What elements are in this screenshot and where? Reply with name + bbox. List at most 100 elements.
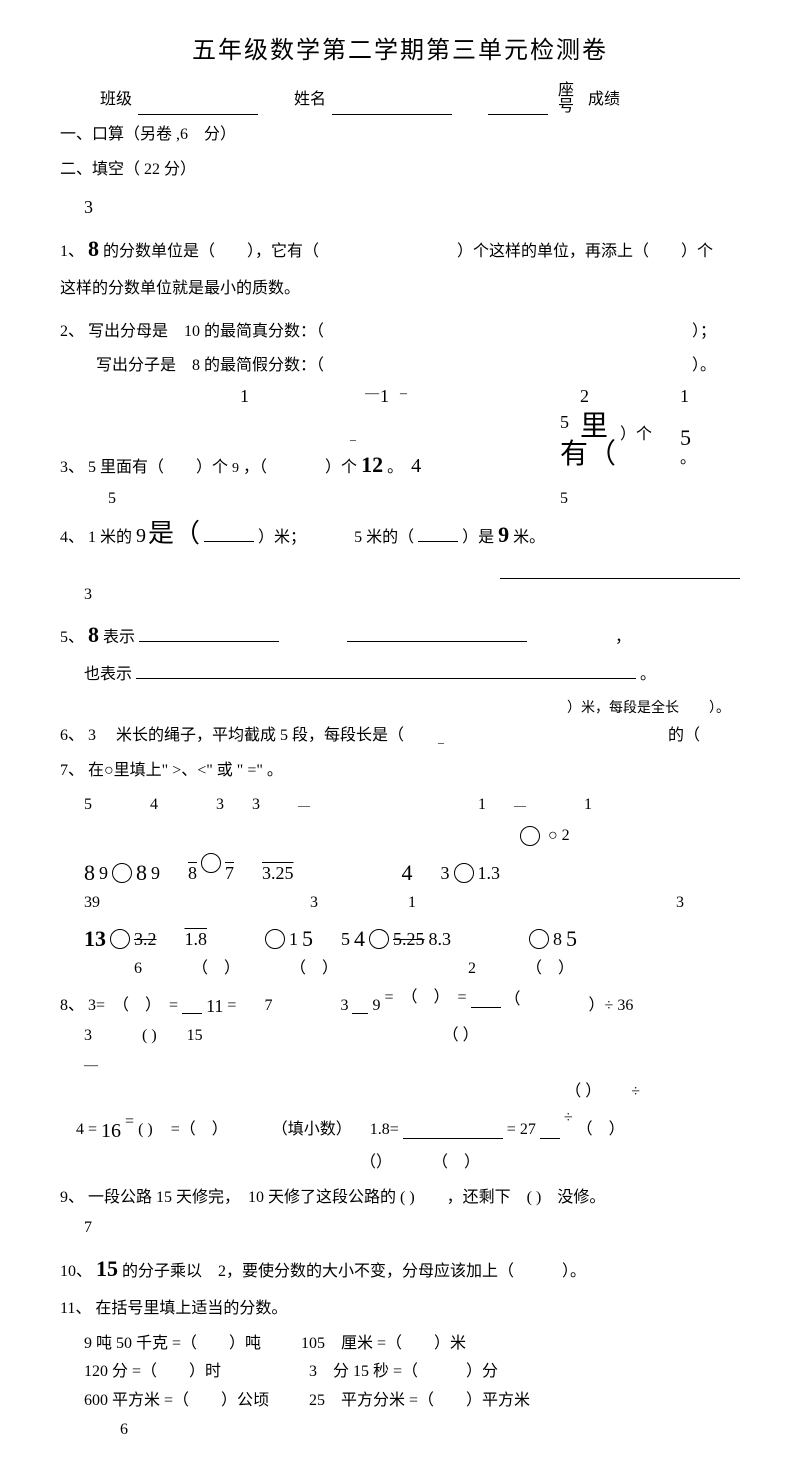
page-title: 五年级数学第二学期第三单元检测卷	[60, 30, 740, 73]
q7-row2: 8 9 8 9 8 7 3.25 4 3 1.3	[84, 853, 740, 893]
q4-prefix: 4、	[60, 524, 84, 553]
q9-prefix: 9、	[60, 1189, 84, 1206]
seat-blank[interactable]	[488, 95, 548, 115]
q7-r2b-d: 3	[676, 889, 684, 918]
q7-prefix: 7、	[60, 762, 84, 779]
q3-a: 5 里面有（ ）个	[88, 454, 228, 483]
q2-b: 写出分子是 8 的最简假分数：（	[96, 357, 324, 374]
q11-r1b: 105 厘米 =（ ）米	[301, 1330, 466, 1359]
q7-circ-7[interactable]	[369, 929, 389, 949]
q7-circ-5[interactable]	[110, 929, 130, 949]
q5-a: 表示	[103, 624, 135, 653]
name-blank[interactable]	[332, 95, 452, 115]
q11-prefix: 11、	[60, 1300, 91, 1317]
q3-n2: 1	[380, 387, 389, 405]
q4-under-3: 3	[84, 581, 740, 610]
q1-prefix: 1、	[60, 238, 84, 267]
q8-16: 16	[101, 1113, 121, 1149]
q7-circ-6[interactable]	[265, 929, 285, 949]
name-label: 姓名	[294, 86, 326, 115]
q7-row3: 13 3.2 1.8 1 5 5 4 5.25 8.3 8 5	[84, 919, 740, 959]
q7-r2-j: 1.3	[478, 857, 501, 889]
q5-prefix: 5、	[60, 624, 84, 653]
q8-eq2: =	[88, 1116, 97, 1145]
q7-r1-d: 3	[252, 791, 260, 820]
q7-circ-8[interactable]	[529, 929, 549, 949]
q7-r3-e: 5	[302, 919, 313, 959]
q7-r1-b: 4	[150, 791, 158, 820]
q8-row1: 8、 3= （ ） = 11 = 7 3 9 = （ ） = （ ）÷ 36	[60, 990, 740, 1022]
q3-u5a: 5	[108, 491, 116, 507]
q7-r1-dash: —	[298, 795, 310, 817]
q7-r3-k: 5	[566, 919, 577, 959]
q3-c: ）个	[325, 454, 357, 483]
q1-line1: 1、 8 的分数单位是（ ），它有（ ）个这样的单位，再添上（ ）个	[60, 229, 740, 269]
q6-c: 的（	[668, 722, 700, 751]
q2-line2: 写出分子是 8 的最简假分数：（ ）。	[60, 352, 740, 381]
q8-3b: 3	[340, 992, 348, 1021]
q8-eq1: =	[227, 992, 236, 1021]
q4-9b: 9	[498, 515, 509, 555]
q5-b: 也表示	[84, 666, 136, 683]
q1-text-1: 的分数单位是（ ），它有（	[103, 238, 319, 267]
q8-r1b-b: ( )	[142, 1022, 157, 1051]
q7-r2b-b: 3	[310, 889, 318, 918]
q11-r2a: 120 分 =（ ）时	[84, 1358, 221, 1387]
q8-11: 11	[206, 990, 223, 1022]
q8-9: 9	[372, 992, 380, 1021]
q7-r3b-p3: （ ）	[526, 955, 574, 984]
q7-row3b: 6 （ ） （ ） 2 （ ）	[84, 955, 740, 984]
q7-r2-g: 3.25	[262, 857, 294, 889]
q3-b: ，（	[243, 454, 267, 483]
q7-circ-1[interactable]	[520, 826, 540, 846]
q5-bend: 。	[640, 666, 656, 683]
q7-r2-i: 3	[441, 857, 450, 889]
q8-eq3: =	[125, 1108, 134, 1137]
q7-r3-c: 1.8	[185, 923, 208, 955]
q7-r2-a: 8	[84, 853, 95, 893]
q3-loose-row2: 5 里 ）个 5	[60, 413, 740, 439]
seat-top: 座	[558, 83, 574, 99]
q7-head: 7、 在○里填上" >、<" 或 " =" 。	[60, 757, 740, 786]
q7-circ-4[interactable]	[454, 863, 474, 883]
q6: 6、 3 米长的绳子，平均截成 5 段，每段长是（ – 的（	[60, 722, 740, 751]
q3-dot: 。	[680, 451, 696, 467]
q10-15: 15	[96, 1249, 118, 1289]
q3-prefix: 3、	[60, 454, 84, 483]
q8-r2b-a: （）	[360, 1149, 392, 1178]
q6-dash: –	[438, 732, 444, 754]
q11-r2b: 3 分 15 秒 =（ ）分	[309, 1358, 498, 1387]
q4-c: ）是	[462, 524, 494, 553]
q2-a-end: ）；	[692, 323, 716, 340]
q3-5a: 5	[560, 413, 569, 431]
q7-r3b-a: 6	[134, 955, 142, 984]
q3-you: 有（	[560, 441, 616, 469]
q8-dash: —	[84, 1053, 740, 1078]
q11-head: 11、 在括号里填上适当的分数。	[60, 1295, 740, 1324]
q7-row2b: 39 3 1 3	[84, 889, 740, 918]
q9-under: 7	[84, 1214, 740, 1243]
score-label: 成绩	[588, 86, 620, 115]
seat-bottom: 号	[558, 99, 574, 115]
q10-prefix: 10、	[60, 1258, 92, 1287]
class-label: 班级	[100, 86, 132, 115]
q7-r3b-b: 2	[468, 955, 476, 984]
q6-top: ）米，每段是全长）。	[60, 696, 740, 716]
q7-r3b-p2: （ ）	[290, 955, 338, 984]
class-blank[interactable]	[138, 95, 258, 115]
q4-d: 米。	[513, 524, 545, 553]
q7-circ-3[interactable]	[201, 853, 221, 873]
q7-r3b-p1: （ ）	[192, 955, 240, 984]
q7-r1b: ○ 2	[548, 827, 570, 844]
q7-row1b: ○ 2	[520, 822, 740, 851]
q6-prefix: 6、	[60, 722, 84, 751]
q3: 3、 5 里面有（ ）个 9 ，（ ）个 12 – 。 4 有（ 。	[60, 445, 740, 485]
q7-circ-2[interactable]	[112, 863, 132, 883]
q5-8: 8	[88, 615, 99, 655]
q9: 9、 一段公路 15 天修完， 10 天修了这段公路的 ( ) ，还剩下 ( )…	[60, 1184, 740, 1213]
q7-r3-j: 8	[553, 923, 562, 955]
q4-9a: 9	[136, 518, 146, 554]
q8-r1b-d: （ ）	[443, 1022, 479, 1051]
q11-head-text: 在括号里填上适当的分数。	[95, 1300, 287, 1317]
q8-div36: ）÷ 36	[589, 992, 634, 1021]
